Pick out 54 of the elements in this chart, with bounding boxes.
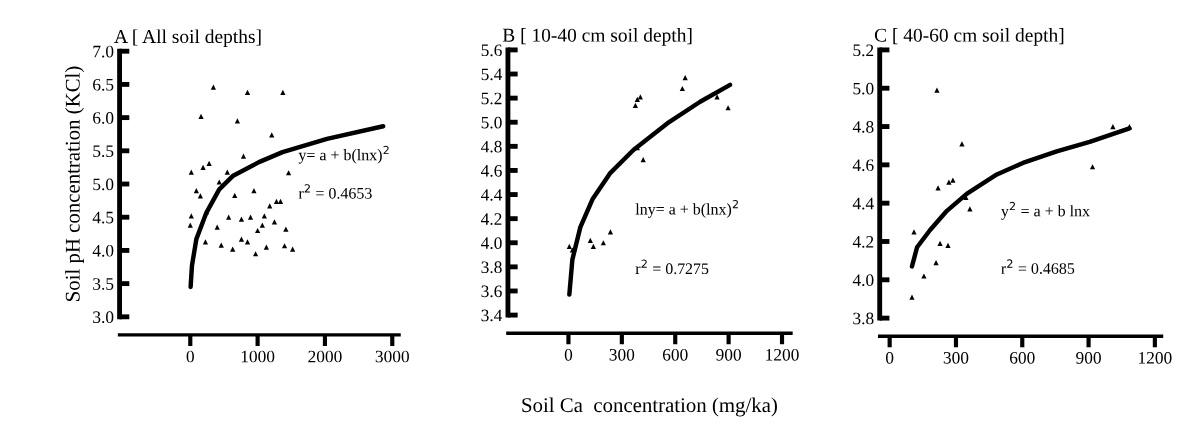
- annotation: r$^{2}$ = 0.4685: [1001, 259, 1075, 274]
- x-tick-label: 900: [1076, 351, 1101, 364]
- y-tick-label: 4.2: [481, 213, 502, 225]
- x-tick-label: 0: [564, 348, 573, 361]
- y-tick-label: 4.8: [852, 121, 874, 133]
- y-tick-label: 6.5: [93, 78, 114, 91]
- x-axis-title: Soil Ca concentration (mg/ka): [522, 397, 777, 417]
- chart-title: A [ All soil depths]: [114, 29, 261, 48]
- y-tick-label: 6.0: [93, 112, 114, 124]
- x-tick-label: 900: [716, 348, 741, 361]
- y-tick-label: 4.0: [852, 274, 874, 287]
- y-tick-label: 5.0: [481, 116, 502, 129]
- x-tick-label: 300: [609, 348, 635, 361]
- annotation: lny= a + b(lnx)$^{2}$: [635, 199, 738, 218]
- annotation: r$^{2}$ = 0.7275: [635, 259, 709, 275]
- y-tick-label: 4.6: [481, 164, 502, 177]
- y-tick-label: 4.4: [852, 197, 874, 210]
- y-tick-label: 4.6: [852, 159, 874, 172]
- y-tick-label: 3.8: [853, 312, 874, 325]
- annotation: y= a + b(lnx)$^{2}$: [298, 145, 389, 164]
- x-tick-label: 300: [943, 351, 969, 364]
- y-tick-label: 4.8: [481, 140, 502, 153]
- x-tick-label: 1000: [241, 350, 275, 363]
- y-tick-label: 5.5: [93, 145, 114, 158]
- x-tick-label: 600: [1009, 351, 1035, 364]
- annotation: y$^{2}$ = a + b lnx: [1001, 201, 1090, 220]
- y-tick-label: 5.2: [481, 92, 502, 105]
- y-tick-label: 5.2: [853, 44, 874, 57]
- y-tick-label: 3.0: [93, 311, 114, 324]
- x-tick-label: 1200: [766, 348, 799, 361]
- x-tick-label: 600: [662, 348, 688, 361]
- y-tick-label: 4.0: [481, 237, 502, 250]
- y-tick-label: 5.0: [853, 82, 874, 95]
- y-axis-title: Soil pH concentration (KCl): [65, 66, 84, 301]
- y-tick-label: 4.4: [481, 189, 503, 201]
- x-tick-label: 3000: [375, 350, 409, 363]
- y-tick-label: 3.5: [93, 278, 114, 290]
- x-tick-label: 0: [885, 351, 894, 364]
- y-tick-label: 5.6: [481, 44, 502, 57]
- x-tick-label: 1200: [1139, 351, 1172, 364]
- y-tick-label: 4.0: [92, 244, 114, 257]
- x-tick-label: 0: [186, 350, 194, 363]
- y-tick-label: 5.4: [481, 68, 503, 81]
- annotation: r$^{2}$ = 0.4653: [298, 184, 372, 199]
- y-tick-label: 3.4: [481, 309, 503, 322]
- y-tick-label: 3.8: [481, 261, 502, 274]
- y-tick-label: 4.2: [852, 236, 874, 248]
- y-tick-label: 7.0: [93, 45, 114, 58]
- y-tick-label: 3.6: [481, 285, 502, 298]
- y-tick-label: 5.0: [93, 178, 114, 191]
- chart-title: B [ 10-40 cm soil depth]: [502, 28, 692, 46]
- y-tick-label: 4.5: [92, 211, 114, 224]
- x-tick-label: 2000: [308, 350, 342, 363]
- chart-title: C [ 40-60 cm soil depth]: [874, 28, 1064, 46]
